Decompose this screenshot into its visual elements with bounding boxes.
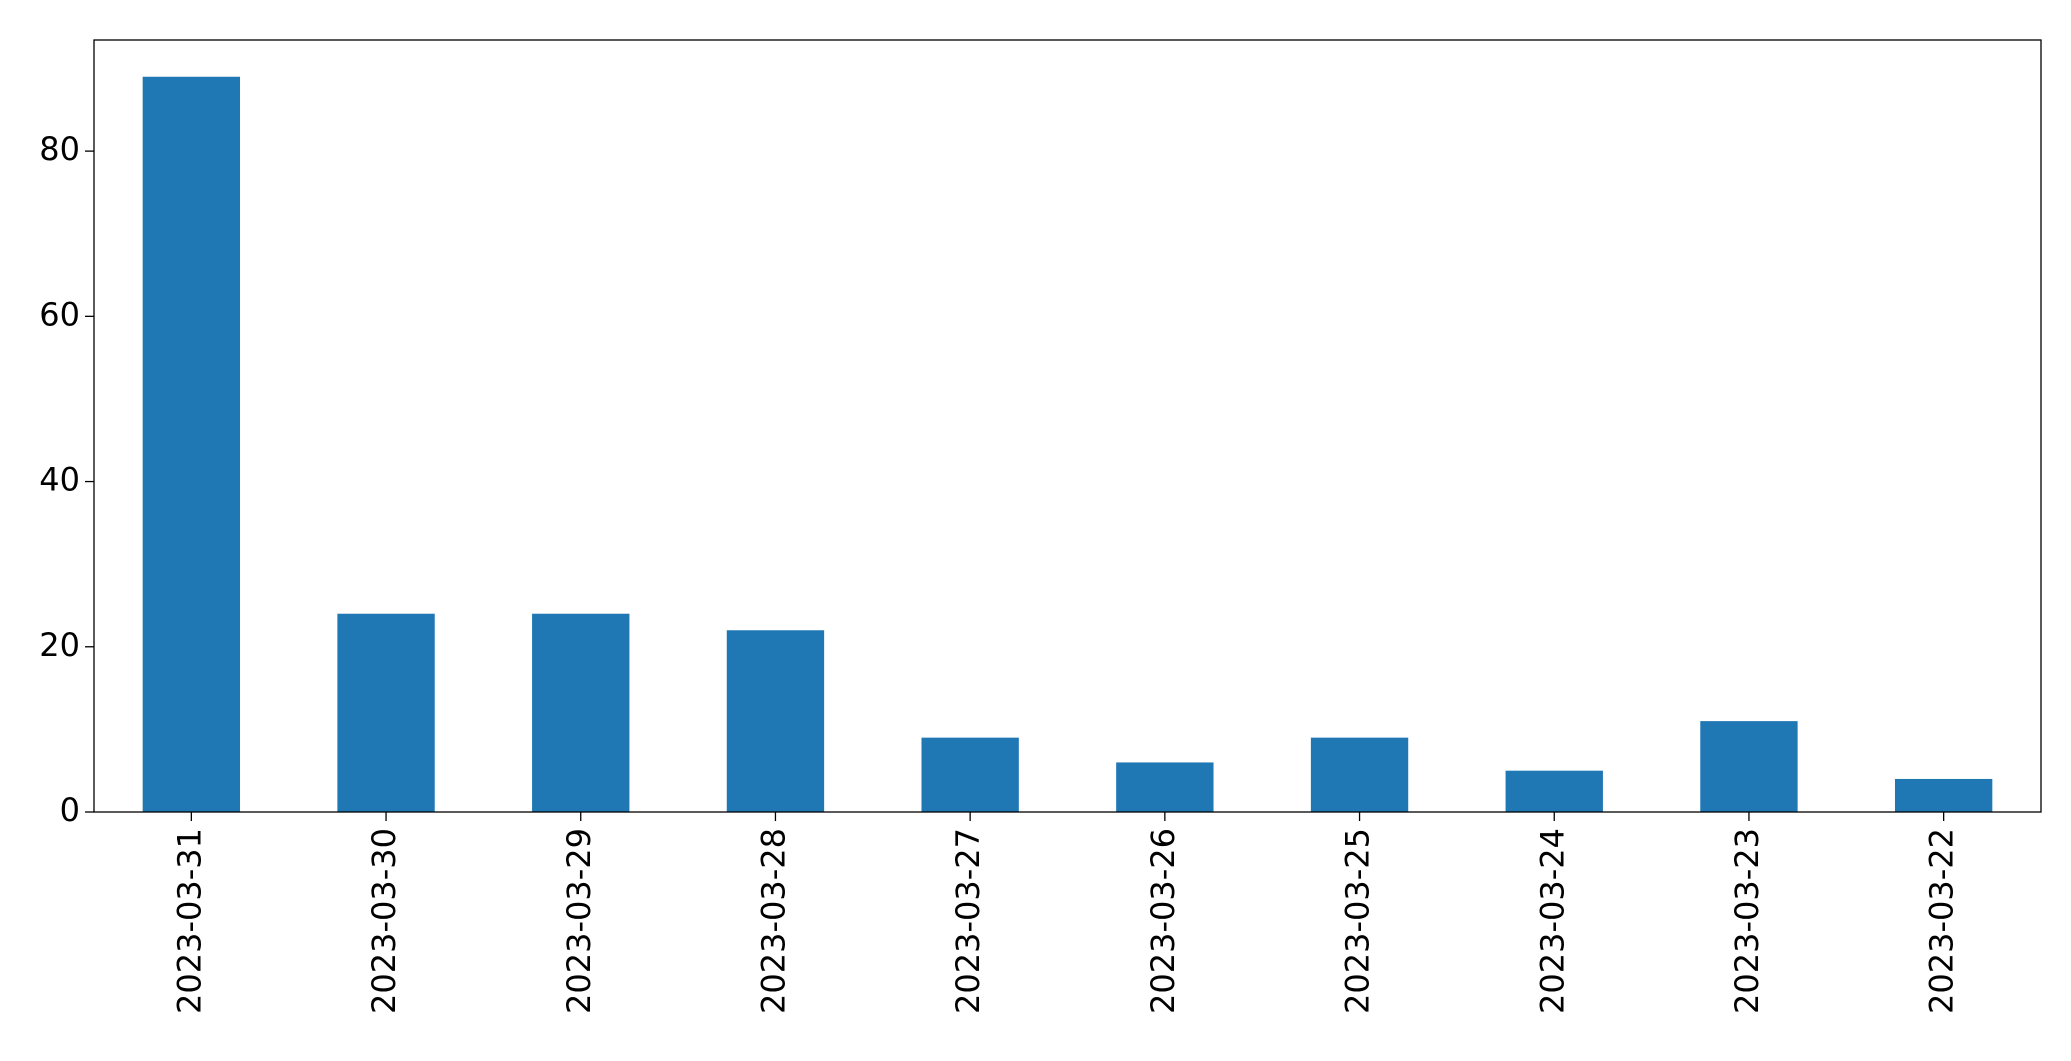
bar: [1116, 762, 1214, 812]
x-tick-label: 2023-03-23: [1728, 828, 1766, 1014]
x-tick-label: 2023-03-28: [754, 828, 792, 1014]
y-tick-label: 40: [39, 461, 80, 499]
bar: [726, 630, 825, 812]
x-tick-label: 2023-03-26: [1144, 828, 1182, 1014]
x-tick-label: 2023-03-31: [170, 828, 208, 1014]
bar: [1505, 770, 1603, 812]
y-tick-label: 80: [39, 130, 80, 168]
bar: [1894, 778, 1993, 812]
y-tick-label: 20: [39, 626, 80, 664]
x-tick-label: 2023-03-22: [1923, 828, 1961, 1014]
y-tick-label: 60: [39, 295, 80, 333]
bar: [921, 737, 1019, 812]
axes-frame: [93, 39, 2042, 813]
x-tick-label: 2023-03-27: [949, 828, 987, 1014]
bar: [1700, 721, 1798, 812]
bar: [532, 613, 630, 812]
x-tick-label: 2023-03-29: [560, 828, 598, 1014]
y-tick-label: 0: [60, 791, 80, 829]
x-tick-label: 2023-03-24: [1533, 828, 1571, 1014]
bar: [1310, 737, 1409, 812]
bar: [337, 613, 435, 812]
x-tick-label: 2023-03-25: [1339, 828, 1377, 1014]
x-tick-label: 2023-03-30: [365, 828, 403, 1014]
bar: [142, 76, 241, 812]
